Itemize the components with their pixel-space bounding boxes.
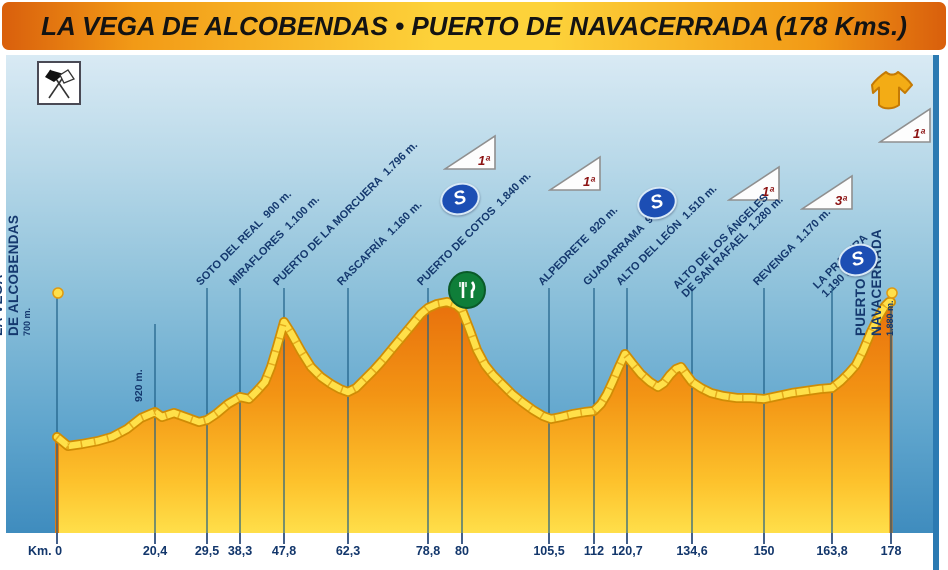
category-badge: 1ª (442, 132, 497, 172)
axis-km-label: 163,8 (816, 544, 848, 558)
right-frame-border (933, 55, 939, 570)
axis-km-label: 47,8 (271, 544, 297, 558)
axis-km-label: 105,5 (533, 544, 565, 558)
axis-km-label: 38,3 (227, 544, 253, 558)
axis-km-label: 29,5 (194, 544, 220, 558)
svg-text:1ª: 1ª (913, 126, 926, 141)
axis-km-label: 178 (880, 544, 902, 558)
start-flags-icon (37, 61, 81, 110)
axis-km-label: 134,6 (676, 544, 708, 558)
axis-km-label: 62,3 (335, 544, 361, 558)
svg-text:1ª: 1ª (478, 153, 491, 168)
profile-area (57, 302, 891, 533)
stage-title: LA VEGA DE ALCOBENDAS • PUERTO DE NAVACE… (41, 10, 907, 41)
finish-elevation: 1.880 m. (885, 300, 895, 336)
axis-km-label: 120,7 (611, 544, 643, 558)
category-badge: 3ª (799, 172, 854, 212)
axis-km-label: 80 (455, 544, 469, 558)
title-banner: LA VEGA DE ALCOBENDAS • PUERTO DE NAVACE… (2, 2, 946, 50)
ribbon (53, 298, 895, 450)
start-elevation: 700 m. (22, 307, 32, 336)
poi-vertical-label: 920 m. (133, 369, 145, 402)
svg-text:1ª: 1ª (583, 174, 596, 189)
axis-km-label: Km. 0 (28, 544, 63, 558)
category-badge: 1ª (877, 105, 932, 145)
category-badge: 1ª (726, 163, 781, 203)
axis-km-label: 112 (583, 544, 605, 558)
svg-text:3ª: 3ª (835, 193, 848, 208)
axis-km-label: 20,4 (142, 544, 168, 558)
axis-km-label: 150 (753, 544, 775, 558)
start-location-label: LA VEGA DE ALCOBENDAS 700 m. (0, 186, 33, 336)
start-dot (52, 287, 64, 299)
start-name-line2: DE ALCOBENDAS (6, 214, 21, 336)
finish-dot (886, 287, 898, 299)
category-badge: 1ª (547, 153, 602, 193)
feed-zone-icon (448, 271, 486, 309)
axis-km-label: 78,8 (415, 544, 441, 558)
golden-jersey-icon (862, 66, 920, 119)
svg-text:1ª: 1ª (762, 184, 775, 199)
